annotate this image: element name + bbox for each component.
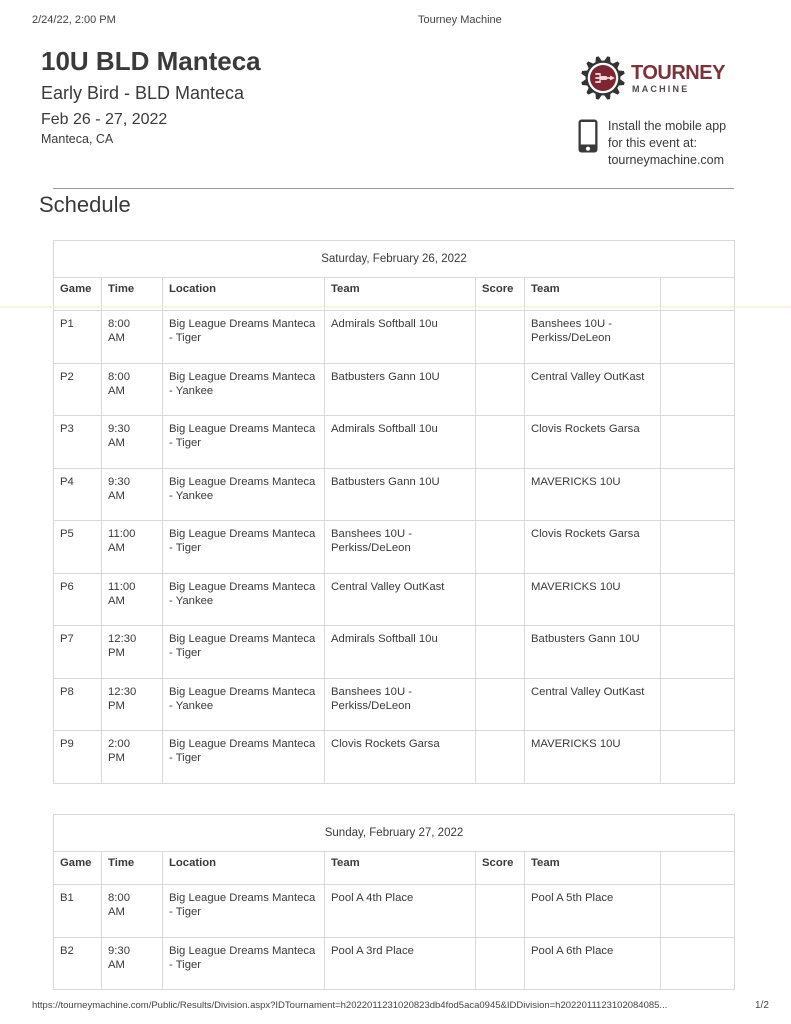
svg-text:MACHINE: MACHINE [632, 84, 689, 94]
svg-text:TOURNEY: TOURNEY [631, 62, 726, 84]
